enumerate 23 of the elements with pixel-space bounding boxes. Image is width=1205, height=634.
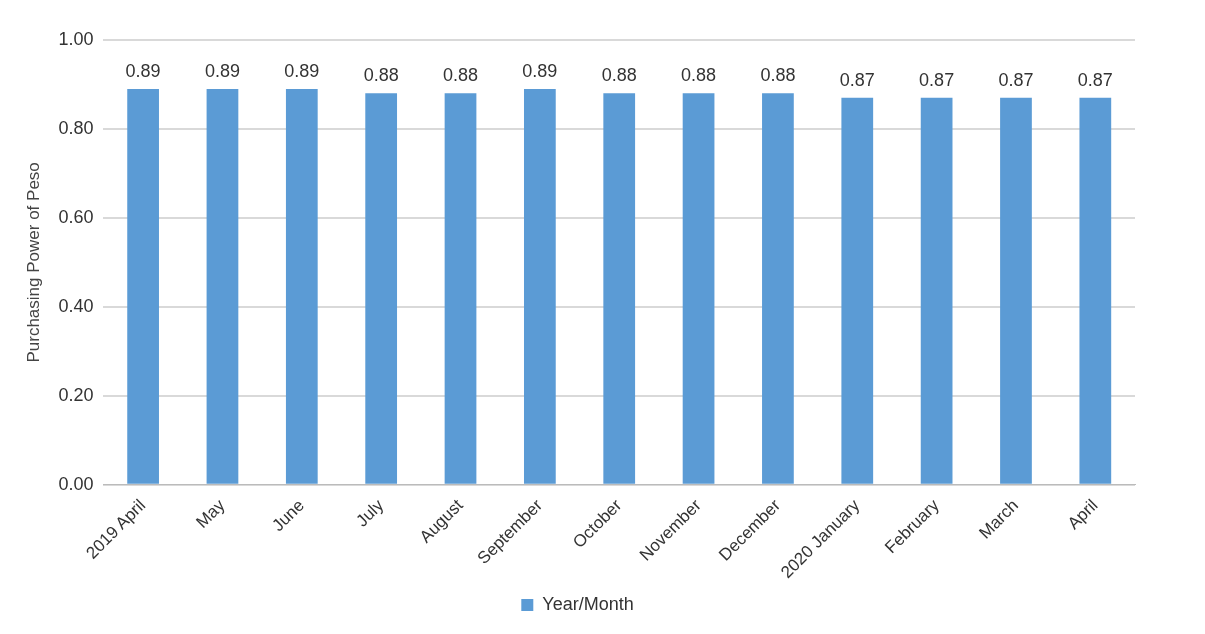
legend-label: Year/Month	[542, 593, 634, 614]
x-tick-label: July	[352, 495, 388, 531]
y-tick-label: 0.20	[58, 384, 94, 405]
data-label: 0.87	[919, 69, 955, 90]
data-label: 0.88	[442, 65, 479, 86]
x-tick-label: May	[192, 495, 229, 532]
data-label: 0.87	[839, 69, 875, 90]
y-tick-label: 0.00	[58, 473, 94, 494]
data-label: 0.88	[681, 65, 717, 86]
data-label: 0.88	[760, 65, 796, 86]
data-label: 0.89	[284, 60, 320, 81]
data-label: 0.89	[204, 60, 240, 81]
data-label: 0.87	[1077, 69, 1113, 90]
y-tick-label: 0.80	[58, 117, 94, 138]
data-label: 0.89	[125, 60, 161, 81]
y-tick-label: 1.00	[58, 28, 94, 49]
y-tick-label: 0.60	[58, 206, 94, 227]
data-label: 0.89	[522, 60, 558, 81]
data-label: 0.87	[998, 69, 1034, 90]
y-tick-label: 0.40	[58, 295, 94, 316]
data-label: 0.88	[363, 65, 399, 86]
data-label: 0.88	[601, 65, 637, 86]
y-axis-title: Purchasing Power of Peso	[23, 162, 43, 363]
